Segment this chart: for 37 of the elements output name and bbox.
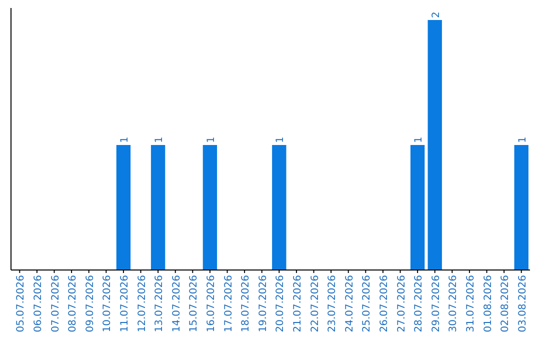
- x-tick-label: 10.07.2026: [102, 275, 114, 332]
- x-tick-label: 03.08.2026: [517, 275, 528, 332]
- x-tick-label: 21.07.2026: [292, 275, 304, 332]
- x-tick-label: 18.07.2026: [240, 275, 252, 332]
- x-tick-label: 24.07.2026: [344, 275, 356, 332]
- x-tick-label: 31.07.2026: [465, 275, 476, 332]
- data-label: 1: [154, 136, 166, 143]
- x-tick-label: 25.07.2026: [362, 275, 373, 332]
- data-label: 2: [430, 12, 442, 18]
- x-tick-label: 11.07.2026: [119, 275, 130, 332]
- x-tick-label: 19.07.2026: [258, 275, 269, 332]
- data-label: 1: [119, 136, 130, 143]
- x-tick-label: 14.07.2026: [171, 275, 182, 332]
- x-tick-label: 28.07.2026: [414, 275, 425, 332]
- x-tick-label: 02.08.2026: [500, 275, 512, 332]
- data-label: 1: [414, 136, 425, 143]
- x-tick-label: 17.07.2026: [223, 275, 234, 332]
- x-tick-label: 07.07.2026: [50, 275, 62, 332]
- x-tick-label: 09.07.2026: [84, 275, 96, 332]
- x-tick-label: 12.07.2026: [136, 275, 148, 332]
- x-tick-label: 22.07.2026: [310, 275, 321, 332]
- x-tick-label: 13.07.2026: [154, 275, 166, 332]
- x-tick-label: 29.07.2026: [430, 275, 442, 332]
- x-tick-label: 27.07.2026: [396, 275, 408, 332]
- x-tick-label: 16.07.2026: [206, 275, 217, 332]
- x-tick-label: 06.07.2026: [32, 275, 44, 332]
- x-tick-label: 15.07.2026: [188, 275, 200, 332]
- x-tick-label: 08.07.2026: [68, 275, 79, 332]
- x-tick-label: 30.07.2026: [448, 275, 460, 332]
- data-label: 1: [206, 136, 217, 143]
- x-tick-label: 23.07.2026: [327, 275, 338, 332]
- x-tick-label: 20.07.2026: [275, 275, 286, 332]
- x-tick-label: 26.07.2026: [378, 275, 390, 332]
- x-tick-label: 01.08.2026: [482, 275, 494, 332]
- data-label: 1: [517, 136, 528, 143]
- x-tick-label: 05.07.2026: [16, 275, 27, 332]
- data-label: 1: [275, 136, 286, 143]
